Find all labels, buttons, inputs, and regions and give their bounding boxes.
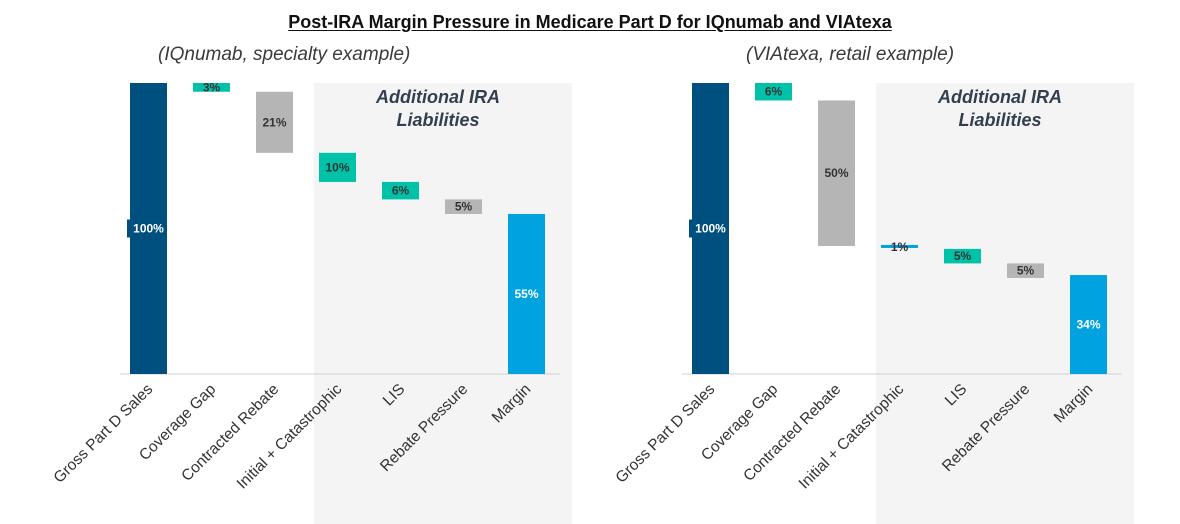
- right-value-label-bg-0: [689, 219, 725, 238]
- right-bar-4: [944, 248, 981, 264]
- left-value-label-1: 3%: [203, 80, 221, 94]
- right-bar-1: [755, 83, 792, 101]
- right-value-label-4: 5%: [954, 249, 972, 263]
- right-value-label-5: 5%: [1017, 264, 1035, 278]
- left-chart-subtitle: (IQnumab, specialty example): [158, 44, 411, 65]
- left-bar-4: [382, 181, 419, 200]
- left-value-label-0: 100%: [133, 222, 164, 236]
- main-title: Post-IRA Margin Pressure in Medicare Par…: [288, 12, 892, 32]
- right-chart-subtitle: (VIAtexa, retail example): [746, 44, 955, 65]
- left-ira-label: Additional IRA Liabilities: [375, 87, 500, 130]
- right-ira-label: Additional IRA Liabilities: [937, 87, 1062, 130]
- right-bar-6: [1070, 275, 1107, 374]
- left-bar-2: [256, 91, 293, 153]
- right-bar-2: [818, 100, 855, 246]
- left-value-label-4: 6%: [392, 184, 410, 198]
- right-value-label-1: 6%: [765, 85, 783, 99]
- right-bar-3: [881, 244, 918, 248]
- right-value-label-2: 50%: [824, 166, 848, 180]
- left-value-label-3: 10%: [325, 160, 349, 174]
- right-bar-5: [1007, 263, 1044, 278]
- left-value-label-5: 5%: [455, 200, 473, 214]
- left-bar-3: [319, 152, 356, 182]
- right-value-label-6: 34%: [1076, 318, 1100, 332]
- left-bar-1: [193, 83, 230, 92]
- left-bar-6: [508, 213, 545, 374]
- right-category-label-0: Gross Part D Sales: [613, 381, 719, 487]
- right-value-label-3: 1%: [891, 240, 909, 254]
- left-value-label-2: 21%: [262, 115, 286, 129]
- right-value-label-0: 100%: [695, 222, 726, 236]
- left-value-label-6: 55%: [514, 287, 538, 301]
- left-value-label-bg-0: [127, 219, 163, 238]
- left-bar-5: [445, 199, 482, 214]
- left-category-label-0: Gross Part D Sales: [51, 381, 157, 487]
